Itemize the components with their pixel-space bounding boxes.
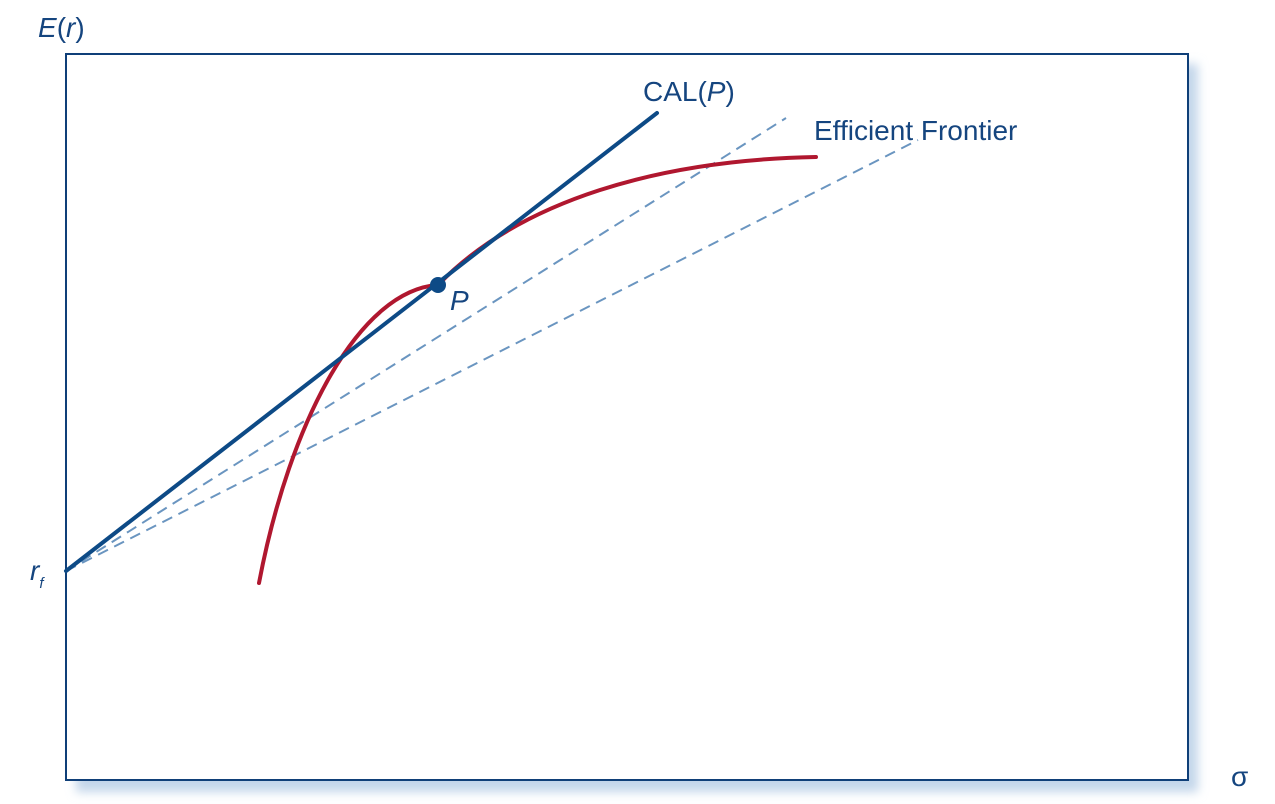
- dashed-cal-line-upper: [65, 117, 787, 572]
- cal-p-line: [64, 111, 659, 573]
- point-p-label: P: [450, 285, 469, 316]
- tangency-point-p: [430, 277, 446, 293]
- y-axis-label: E(r): [38, 12, 85, 43]
- risk-free-label: rf: [30, 555, 45, 592]
- efficient-frontier-label: Efficient Frontier: [814, 115, 1017, 146]
- x-axis-label: σ: [1231, 761, 1248, 792]
- dashed-cal-line-lower: [65, 139, 919, 572]
- plot-frame: [65, 53, 1189, 781]
- cal-p-label: CAL(P): [643, 76, 735, 107]
